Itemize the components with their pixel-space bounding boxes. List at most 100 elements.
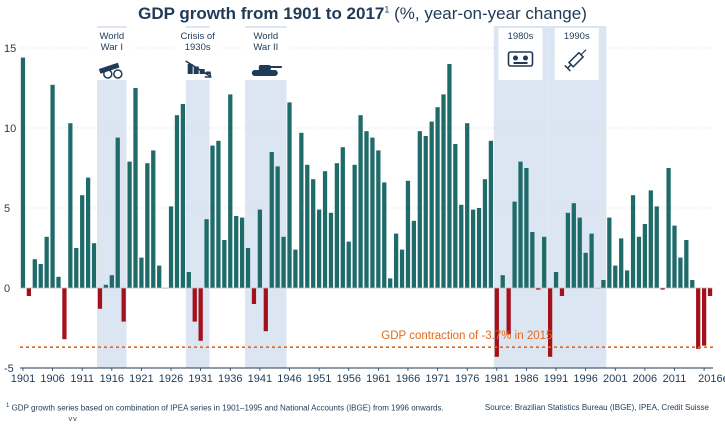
- bar: [44, 236, 49, 288]
- bar: [624, 270, 630, 288]
- x-tick-label: 1996: [573, 373, 597, 385]
- bar: [32, 259, 37, 288]
- bar: [512, 201, 517, 288]
- bar: [524, 168, 529, 288]
- bar: [50, 84, 55, 288]
- bar: [453, 144, 458, 288]
- bar: [518, 161, 523, 288]
- bar: [38, 264, 43, 288]
- bar: [97, 288, 103, 309]
- bar: [459, 204, 464, 288]
- bar: [62, 288, 67, 340]
- tank-gun: [269, 66, 282, 68]
- bar: [133, 88, 138, 288]
- bar: [174, 115, 180, 288]
- bottom-mark: ˅˅: [68, 415, 78, 424]
- x-tick-label: 2011: [663, 373, 687, 385]
- bar: [151, 150, 156, 288]
- bar: [121, 288, 126, 322]
- bar: [328, 212, 334, 288]
- bar: [601, 280, 606, 288]
- bar: [696, 288, 701, 349]
- bar: [494, 288, 499, 357]
- bar: [571, 203, 576, 288]
- bar: [91, 243, 97, 288]
- period-label: World: [253, 31, 278, 42]
- bar: [382, 182, 387, 288]
- x-tick-label: 1991: [544, 373, 568, 385]
- bar: [678, 257, 683, 288]
- bar: [476, 208, 482, 288]
- bar: [447, 64, 452, 288]
- footnote: 1 GDP growth series based on combination…: [6, 403, 444, 413]
- chart-title-suffix: (%, year-on-year change): [389, 4, 587, 23]
- reference-line-group: GDP contraction of -3.7% in 2015: [20, 330, 713, 349]
- bar: [642, 224, 648, 288]
- bar: [139, 257, 144, 288]
- bar: [239, 217, 245, 288]
- x-tick-label: 1916: [100, 373, 124, 385]
- period-label: World: [99, 31, 124, 42]
- period-label: War I: [101, 42, 123, 53]
- bar: [630, 195, 636, 288]
- y-tick-label: 10: [4, 123, 16, 135]
- y-tick-label: 0: [4, 283, 10, 295]
- bar: [216, 140, 221, 288]
- x-tick-label: 1981: [485, 373, 509, 385]
- bar: [85, 177, 91, 288]
- bar: [364, 131, 369, 288]
- bar: [269, 152, 274, 288]
- cannon-wheel: [113, 69, 123, 79]
- bar: [145, 163, 150, 288]
- chart-title-main: GDP growth from 1901 to 2017: [138, 4, 385, 23]
- bar: [690, 280, 695, 288]
- bar: [506, 288, 511, 335]
- bar: [684, 240, 689, 288]
- bar: [672, 225, 677, 288]
- bar: [547, 288, 553, 357]
- x-tick-label: 1966: [396, 373, 420, 385]
- period-label: War II: [253, 42, 278, 53]
- cassette-body: [507, 51, 534, 67]
- cannon-wheel: [103, 69, 113, 79]
- bar: [20, 57, 26, 288]
- x-tick-label: 1961: [366, 373, 390, 385]
- bar: [311, 179, 316, 288]
- arrow-head: [204, 71, 212, 78]
- x-tick-label: 1941: [248, 373, 272, 385]
- bar: [376, 150, 381, 288]
- bar: [245, 248, 251, 288]
- bar: [648, 190, 653, 288]
- bar: [701, 288, 707, 346]
- bar: [370, 137, 375, 288]
- bar: [157, 265, 162, 288]
- bars: [20, 57, 713, 357]
- x-tick-label: 2001: [603, 373, 627, 385]
- x-tick-label: 1926: [159, 373, 183, 385]
- period-label: Crisis of: [181, 31, 216, 42]
- bar: [565, 212, 571, 288]
- cassette-icon: [507, 51, 534, 67]
- bar: [210, 145, 215, 288]
- x-tick-label: 1931: [188, 373, 212, 385]
- bar: [198, 288, 203, 341]
- bar: [482, 179, 488, 288]
- bar: [607, 217, 612, 288]
- bar: [707, 288, 713, 296]
- bar: [26, 288, 32, 296]
- bar: [103, 284, 109, 288]
- bar: [666, 168, 671, 288]
- bar: [488, 140, 494, 288]
- bar: [536, 288, 541, 290]
- bar: [577, 217, 582, 288]
- y-tick-label: 15: [4, 43, 16, 55]
- cassette-tape: [513, 62, 528, 64]
- x-tick-label: 1906: [40, 373, 64, 385]
- coin-stack: [193, 66, 199, 74]
- bar: [168, 206, 174, 288]
- bar: [388, 278, 393, 288]
- period-shade: [185, 26, 210, 368]
- bar: [542, 236, 547, 288]
